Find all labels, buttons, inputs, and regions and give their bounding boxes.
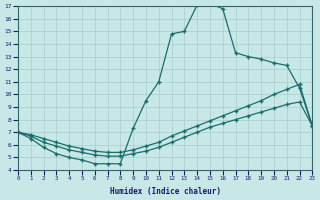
X-axis label: Humidex (Indice chaleur): Humidex (Indice chaleur) xyxy=(110,187,220,196)
